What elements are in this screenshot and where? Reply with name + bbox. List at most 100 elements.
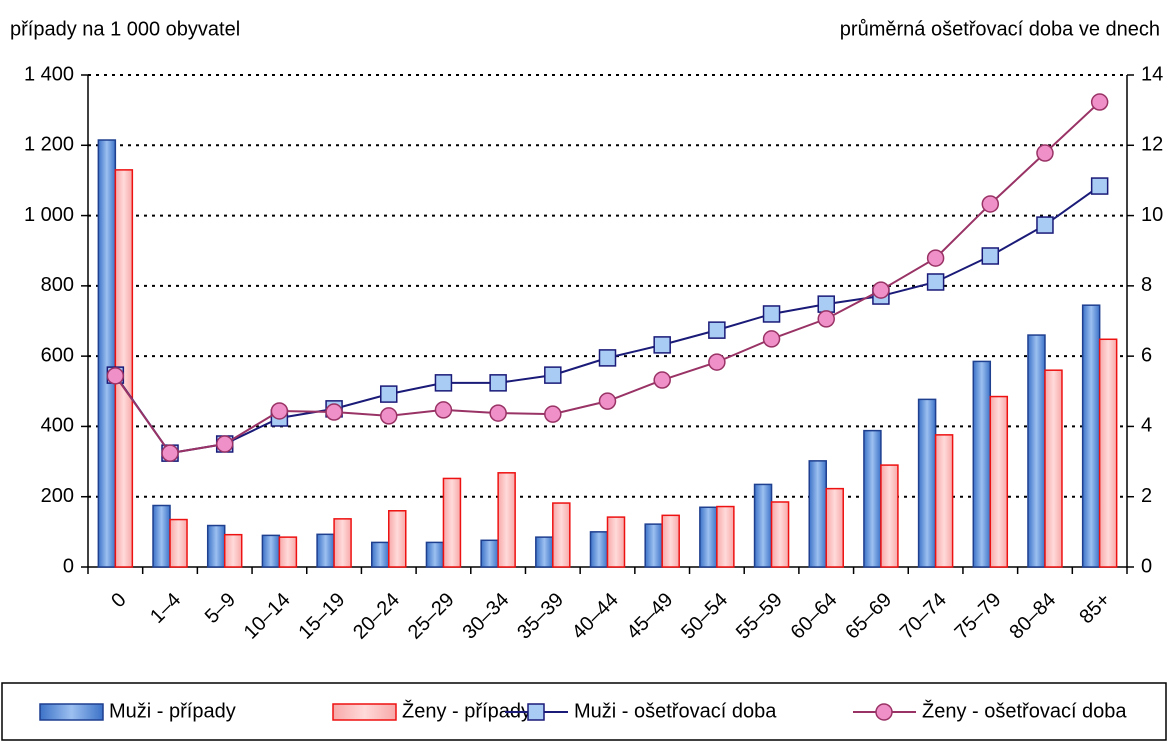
x-tick-label: 45–49	[623, 589, 678, 644]
bar	[917, 398, 937, 568]
x-tick-label: 60–64	[787, 589, 842, 644]
point	[981, 247, 1000, 265]
point	[161, 444, 179, 462]
point	[762, 330, 781, 348]
legend-swatch	[39, 703, 104, 721]
y2-axis-label: průměrná ošetřovací doba ve dnech	[840, 18, 1160, 40]
point	[762, 305, 781, 323]
bar	[442, 477, 462, 568]
bar	[1098, 338, 1118, 568]
legend-swatch	[332, 703, 397, 721]
bar	[316, 533, 335, 568]
bar	[972, 360, 992, 568]
point	[598, 392, 617, 410]
y-tick-label: 400	[41, 415, 74, 437]
y-tick-label: 1 400	[24, 63, 74, 85]
point	[380, 407, 398, 425]
bar	[552, 502, 571, 568]
bar	[753, 483, 773, 568]
x-tick-label: 75–79	[951, 589, 1006, 644]
bar	[644, 523, 663, 568]
x-tick-label: 20–24	[349, 589, 404, 644]
y2-tick-label: 2	[1141, 485, 1152, 507]
bar	[589, 531, 609, 568]
bar	[535, 536, 554, 568]
point	[708, 353, 726, 371]
bar	[497, 472, 516, 568]
y2-tick-label: 0	[1141, 555, 1152, 577]
point	[598, 349, 617, 367]
point	[817, 295, 835, 313]
point	[325, 403, 343, 421]
point	[653, 336, 671, 354]
y2-tick-label: 14	[1141, 63, 1163, 85]
bar	[278, 536, 298, 568]
bar	[716, 505, 735, 568]
bar	[1027, 334, 1046, 568]
bar	[223, 533, 243, 568]
y-tick-label: 600	[41, 344, 74, 366]
x-tick-label: 35–39	[513, 589, 568, 644]
bar	[388, 510, 407, 568]
bar	[206, 524, 226, 568]
point	[106, 367, 125, 385]
legend-marker	[527, 703, 545, 721]
x-tick-label: 10–14	[240, 589, 295, 644]
legend-box	[1, 682, 1167, 741]
legend-label: Muži - ošetřovací doba	[574, 700, 777, 722]
point	[1036, 216, 1054, 234]
x-tick-label: 0	[107, 589, 130, 612]
bar	[333, 518, 352, 568]
point	[489, 374, 507, 392]
y-tick-label: 0	[63, 555, 74, 577]
y2-tick-label: 12	[1141, 134, 1163, 156]
x-tick-label: 70–74	[896, 589, 951, 644]
x-tick-label: 40–44	[568, 589, 623, 644]
bar	[880, 464, 899, 568]
point	[708, 321, 726, 339]
x-tick-label: 5–9	[201, 589, 240, 628]
point	[653, 371, 671, 389]
point	[489, 404, 507, 422]
y-tick-label: 200	[41, 485, 74, 507]
legend-label: Ženy - ošetřovací doba	[922, 699, 1127, 722]
point	[1090, 177, 1109, 195]
y-tick-label: 800	[41, 274, 74, 296]
y-axis-label: případy na 1 000 obyvatel	[10, 18, 240, 40]
point	[215, 435, 234, 453]
line	[114, 185, 1101, 455]
bar	[989, 395, 1009, 568]
bar	[261, 534, 281, 568]
point	[926, 273, 945, 291]
point	[434, 401, 453, 419]
point	[981, 195, 1000, 213]
bar	[425, 541, 445, 568]
point	[926, 249, 945, 267]
y2-tick-label: 10	[1141, 204, 1163, 226]
y-tick-label: 1 200	[24, 134, 74, 156]
y-tick-label: 1 000	[24, 204, 74, 226]
bar	[371, 541, 390, 568]
x-tick-label: 30–34	[459, 589, 514, 644]
y2-tick-label: 8	[1141, 274, 1152, 296]
bar	[1044, 369, 1063, 568]
y2-tick-label: 6	[1141, 344, 1152, 366]
y2-tick-label: 4	[1141, 415, 1152, 437]
x-tick-label: 1–4	[146, 589, 185, 628]
point	[817, 310, 835, 328]
bar	[699, 506, 718, 568]
point	[1090, 93, 1109, 111]
bar	[863, 429, 882, 568]
point	[872, 281, 890, 299]
bar	[808, 460, 827, 568]
legend-marker	[875, 703, 893, 721]
point	[380, 385, 398, 403]
point	[544, 366, 562, 384]
point	[434, 374, 453, 392]
bar	[1081, 304, 1101, 568]
x-tick-label: 15–19	[294, 589, 349, 644]
bar	[152, 504, 171, 568]
x-tick-label: 85+	[1075, 589, 1115, 629]
bar	[606, 516, 626, 568]
